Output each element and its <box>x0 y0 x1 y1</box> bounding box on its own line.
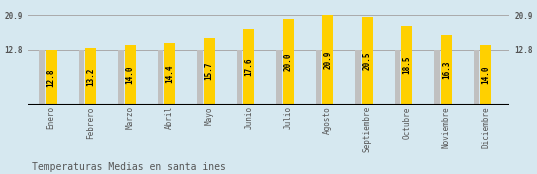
Bar <box>118 50 124 105</box>
Text: 14.0: 14.0 <box>481 66 490 84</box>
Bar <box>322 15 333 105</box>
Text: 18.5: 18.5 <box>402 56 411 74</box>
Bar <box>85 48 96 105</box>
Text: 12.8: 12.8 <box>47 68 56 87</box>
Bar <box>46 50 57 105</box>
Bar <box>474 50 480 105</box>
Bar <box>39 50 45 105</box>
Bar <box>401 26 412 105</box>
Bar <box>282 19 294 105</box>
Bar <box>395 50 401 105</box>
Text: 16.3: 16.3 <box>442 61 451 79</box>
Bar <box>480 45 491 105</box>
Text: 20.0: 20.0 <box>284 53 293 71</box>
Bar <box>316 50 322 105</box>
Bar <box>204 38 215 105</box>
Bar <box>198 50 203 105</box>
Bar <box>362 17 373 105</box>
Bar <box>237 50 242 105</box>
Text: 20.9: 20.9 <box>323 51 332 69</box>
Text: 17.6: 17.6 <box>244 58 253 76</box>
Bar <box>243 29 255 105</box>
Bar <box>158 50 163 105</box>
Text: Temperaturas Medias en santa ines: Temperaturas Medias en santa ines <box>32 162 226 172</box>
Bar <box>434 50 440 105</box>
Text: 14.0: 14.0 <box>126 66 135 84</box>
Bar <box>441 35 452 105</box>
Text: 15.7: 15.7 <box>205 62 214 80</box>
Text: 14.4: 14.4 <box>165 65 174 83</box>
Text: 13.2: 13.2 <box>86 67 95 86</box>
Bar <box>125 45 136 105</box>
Text: 20.5: 20.5 <box>363 52 372 70</box>
Bar <box>164 43 175 105</box>
Bar <box>355 50 361 105</box>
Bar <box>79 50 84 105</box>
Bar <box>277 50 282 105</box>
